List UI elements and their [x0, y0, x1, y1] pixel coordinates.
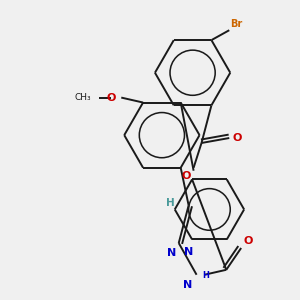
Text: H: H — [166, 198, 175, 208]
Text: O: O — [232, 133, 242, 143]
Text: H: H — [202, 271, 209, 280]
Text: N: N — [184, 248, 193, 257]
Text: CH₃: CH₃ — [75, 93, 92, 102]
Text: N: N — [183, 280, 193, 290]
Text: Br: Br — [230, 19, 242, 29]
Text: O: O — [243, 236, 253, 246]
Text: O: O — [182, 171, 191, 181]
Text: O: O — [107, 93, 116, 103]
Text: N: N — [167, 248, 177, 258]
